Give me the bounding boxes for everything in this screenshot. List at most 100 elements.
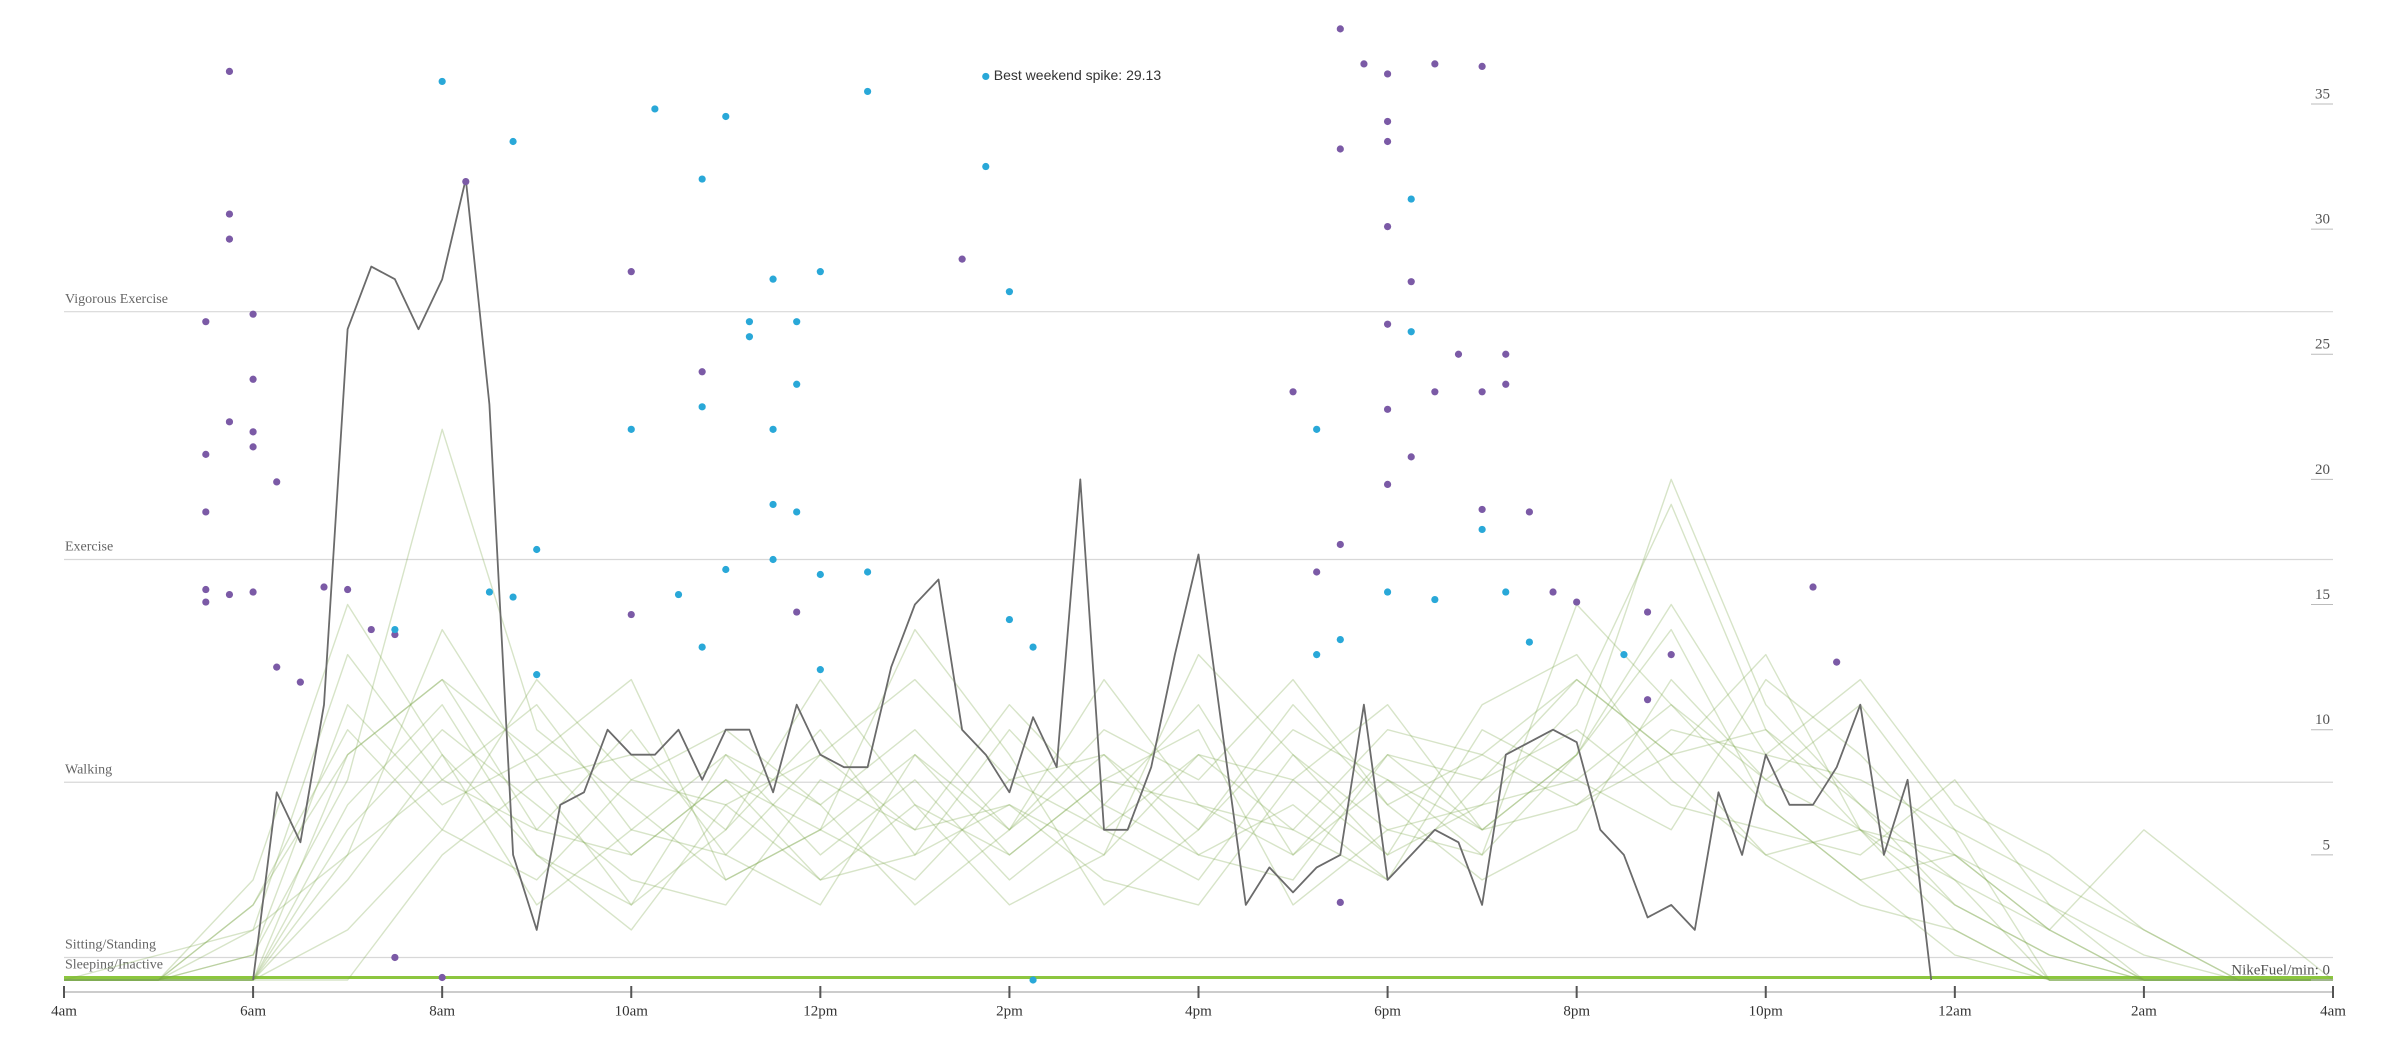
- dot: [816, 666, 824, 674]
- dot: [627, 268, 635, 276]
- x-tick-label: 12pm: [803, 1003, 838, 1019]
- dot: [769, 275, 777, 283]
- dot: [225, 418, 234, 426]
- dot: [793, 608, 801, 616]
- dot: [225, 67, 234, 76]
- dot: [202, 598, 210, 606]
- x-tick-label: 10am: [615, 1003, 649, 1019]
- dot: [1005, 288, 1014, 296]
- x-tick-label: 6pm: [1374, 1003, 1401, 1019]
- dot: [1336, 25, 1344, 33]
- dot: [367, 625, 375, 634]
- level-label: Sleeping/Inactive: [65, 958, 163, 973]
- dot: [674, 590, 683, 599]
- dot: [273, 478, 281, 486]
- lines: [63, 428, 2334, 981]
- dot: [1502, 350, 1510, 358]
- dot: [225, 590, 234, 599]
- dot: [1573, 598, 1581, 606]
- dot: [1643, 696, 1652, 704]
- dot: [438, 973, 446, 982]
- dot: [745, 333, 754, 341]
- day-line: [64, 653, 2334, 981]
- dot: [864, 568, 872, 576]
- x-tick-label: 2am: [2131, 1003, 2157, 1019]
- dot: [1336, 540, 1344, 549]
- dot: [769, 425, 777, 433]
- dot: [1360, 60, 1368, 68]
- dot: [722, 112, 730, 121]
- x-tick-label: 8pm: [1563, 1003, 1590, 1019]
- dot: [1478, 525, 1486, 534]
- dot: [533, 671, 541, 679]
- dot: [1478, 62, 1486, 71]
- dot: [296, 678, 304, 686]
- dot: [391, 953, 399, 962]
- dot: [202, 585, 210, 594]
- day-line: [64, 704, 2333, 981]
- dot: [225, 235, 234, 243]
- dot: [249, 375, 257, 383]
- dot: [273, 663, 281, 671]
- x-tick-label: 12am: [1938, 1003, 1972, 1019]
- day-line: [64, 628, 2333, 981]
- dot: [1643, 608, 1652, 616]
- dot: [202, 450, 210, 458]
- dot: [1383, 480, 1392, 489]
- dot: [1289, 388, 1297, 396]
- dot: [864, 87, 872, 96]
- y-tick-label: 10: [2315, 712, 2330, 728]
- dot: [1478, 505, 1486, 514]
- dot: [1407, 195, 1415, 203]
- x-tick-label: 4pm: [1185, 1003, 1212, 1019]
- dot: [1833, 658, 1841, 666]
- dot: [816, 570, 824, 579]
- dot: [1383, 137, 1392, 146]
- day-line: [64, 678, 2333, 981]
- dot: [793, 318, 801, 326]
- dot: [249, 588, 257, 596]
- dot: [1502, 588, 1510, 596]
- dot: [1809, 583, 1817, 591]
- dot: [1525, 638, 1533, 646]
- annotation: Best weekend spike: 29.13: [994, 67, 1162, 83]
- y-tick-label: 25: [2315, 337, 2330, 353]
- dot: [509, 593, 517, 601]
- axes: NikeFuel/min: 0 5 10 15 20 25 30 35 4am 6am 8am 10a…: [51, 86, 2346, 1019]
- day-line: [64, 678, 2333, 981]
- x-tick-label: 2pm: [996, 1003, 1023, 1019]
- dot: [627, 425, 635, 433]
- dot: [722, 565, 730, 574]
- dot: [816, 268, 824, 276]
- dot: [485, 588, 494, 596]
- dot: [1478, 388, 1486, 396]
- dot: [745, 318, 754, 326]
- y-tick-label: 20: [2315, 462, 2330, 478]
- dot: [1431, 595, 1439, 604]
- day-line: [64, 678, 2333, 981]
- dot: [982, 72, 990, 81]
- dot: [769, 555, 777, 564]
- dot: [698, 403, 706, 411]
- dot: [1029, 643, 1037, 651]
- levels: Vigorous Exercise Exercise Walking Sitting/…: [64, 292, 2333, 979]
- dot: [249, 428, 257, 436]
- dot: [1336, 145, 1344, 153]
- dot: [698, 643, 706, 651]
- dot: [1407, 328, 1415, 336]
- dot: [1431, 60, 1439, 68]
- y-tick-label: 15: [2315, 587, 2330, 603]
- x-tick-label: 4am: [2320, 1003, 2346, 1019]
- dot: [509, 137, 517, 146]
- highlight-line: [252, 178, 1933, 981]
- day-line: [63, 653, 2333, 981]
- dot: [1549, 588, 1557, 596]
- dot: [533, 545, 541, 554]
- dot: [1525, 508, 1533, 516]
- level-label: Exercise: [65, 540, 113, 555]
- dot: [320, 583, 328, 591]
- dot: [793, 508, 801, 516]
- x-tick-label: 10pm: [1749, 1003, 1784, 1019]
- dot: [982, 162, 990, 171]
